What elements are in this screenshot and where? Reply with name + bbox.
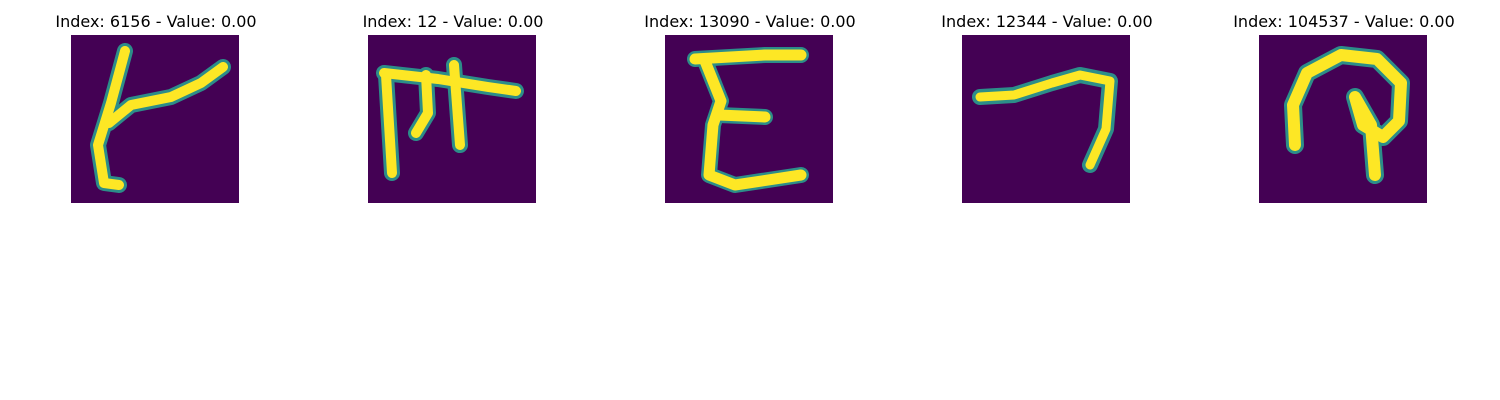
glyph-image-svg <box>962 35 1130 203</box>
panel-4: Index: 12344 - Value: 0.00 <box>917 0 1177 210</box>
glyph-image <box>962 35 1130 203</box>
glyph-image <box>368 35 536 203</box>
glyph-image <box>1259 35 1427 203</box>
glyph-image-svg <box>368 35 536 203</box>
panel-title: Index: 6156 - Value: 0.00 <box>55 12 257 31</box>
panel-2: Index: 12 - Value: 0.00 <box>323 0 583 210</box>
panel-title: Index: 104537 - Value: 0.00 <box>1233 12 1455 31</box>
glyph-image-svg <box>665 35 833 203</box>
panel-1: Index: 6156 - Value: 0.00 <box>26 0 286 210</box>
panel-5: Index: 104537 - Value: 0.00 <box>1214 0 1474 210</box>
panel-title: Index: 12344 - Value: 0.00 <box>941 12 1153 31</box>
panel-title: Index: 12 - Value: 0.00 <box>362 12 544 31</box>
panel-title: Index: 13090 - Value: 0.00 <box>644 12 856 31</box>
panel-3: Index: 13090 - Value: 0.00 <box>620 0 880 210</box>
glyph-image <box>665 35 833 203</box>
glyph-image <box>71 35 239 203</box>
glyph-image-svg <box>71 35 239 203</box>
glyph-image-svg <box>1259 35 1427 203</box>
